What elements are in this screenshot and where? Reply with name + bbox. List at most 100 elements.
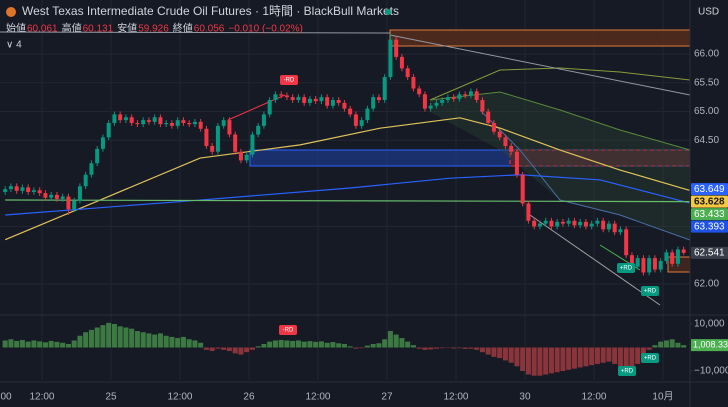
ohlc-value: 60.056 (194, 24, 225, 35)
candle-body (543, 220, 548, 224)
candle-body (31, 190, 36, 192)
histogram-bar (284, 340, 290, 348)
histogram-bar (399, 338, 405, 348)
candle-body (238, 151, 243, 161)
histogram-bar (393, 334, 399, 348)
histogram-bar (215, 347, 221, 349)
candle-body (405, 68, 410, 78)
indicator-tag-label: 1,008.33 (693, 340, 728, 350)
signal-badge (641, 353, 659, 363)
candle-body (537, 223, 542, 227)
histogram-bar (663, 340, 669, 348)
histogram-bar (25, 341, 31, 348)
candle-body (198, 121, 203, 129)
ohlc-label: 高値 (62, 22, 82, 35)
price-tag-label: 62.541 (694, 248, 725, 259)
histogram-bar (514, 347, 520, 367)
histogram-bar (117, 326, 123, 348)
histogram-bar (318, 341, 324, 348)
candle-body (261, 114, 266, 126)
y-tick-label: −10,000 (694, 366, 728, 377)
histogram-bar (180, 336, 186, 348)
candle-body (509, 146, 514, 152)
histogram-bar (479, 347, 485, 353)
signal-badge (280, 75, 298, 85)
histogram-bar (48, 340, 54, 348)
histogram-bar (531, 347, 537, 376)
histogram-bar (60, 342, 66, 348)
histogram-bar (675, 342, 681, 348)
histogram-bar (382, 339, 388, 348)
histogram-bar (571, 347, 577, 369)
indicator-line (5, 199, 690, 203)
candle-body (572, 220, 577, 226)
histogram-bar (106, 322, 112, 348)
histogram-bar (439, 347, 445, 349)
histogram-bar (341, 343, 347, 348)
candle-body (445, 97, 450, 101)
histogram-bar (77, 335, 83, 348)
candle-body (503, 137, 508, 147)
histogram-bar (410, 345, 416, 348)
histogram-bar (359, 347, 365, 349)
candle-body (290, 97, 295, 101)
candle-body (14, 186, 19, 191)
candle-body (388, 39, 393, 78)
candle-body (560, 221, 565, 224)
histogram-bar (508, 347, 514, 363)
candle-body (486, 111, 491, 124)
candle-body (313, 98, 318, 102)
histogram-bar (175, 338, 181, 348)
histogram-bar (267, 341, 273, 348)
candle-body (244, 154, 249, 161)
signal-badge (618, 366, 636, 376)
histogram-bar (583, 347, 589, 367)
x-tick-label: 12:00 (305, 392, 330, 403)
candle-body (491, 123, 496, 132)
candle-body (635, 258, 640, 267)
candle-body (675, 249, 680, 264)
candle-body (497, 131, 502, 138)
candle-body (267, 100, 272, 115)
candle-body (624, 229, 629, 256)
price-tag-label: 63.393 (694, 221, 725, 232)
y-tick-label: 10,000 (694, 319, 725, 330)
histogram-bar (640, 347, 646, 355)
trend-line (389, 34, 691, 96)
candle-body (112, 114, 117, 124)
candle-body (578, 221, 583, 226)
histogram-bar (577, 347, 583, 368)
chart-title: West Texas Intermediate Crude Oil Future… (22, 4, 399, 18)
histogram-bar (290, 340, 296, 348)
x-tick-label: 12:00 (581, 392, 606, 403)
histogram-bar (88, 329, 94, 348)
candle-body (307, 98, 312, 103)
y-tick-label: 64.50 (694, 135, 719, 146)
histogram-bar (203, 347, 209, 350)
candle-body (612, 223, 617, 233)
candle-body (376, 97, 381, 101)
indicator-tag (691, 339, 728, 352)
histogram-bar (313, 341, 319, 348)
candle-body (152, 117, 157, 122)
histogram-bar (669, 339, 675, 348)
indicator-toggle[interactable]: ∨ 4 (6, 40, 22, 51)
candle-body (210, 146, 215, 152)
ohlc-value: 60.061 (27, 24, 58, 35)
histogram-bar (157, 333, 163, 348)
histogram-bar (491, 347, 497, 357)
zone-box (509, 149, 691, 167)
candle-body (595, 220, 600, 224)
histogram-bar (232, 347, 238, 354)
candle-body (106, 123, 111, 138)
signal-badge (279, 325, 297, 335)
histogram-bar (307, 341, 313, 348)
candle-body (641, 258, 646, 273)
histogram-bar (19, 339, 25, 348)
candle-body (158, 117, 163, 125)
histogram-bar (2, 340, 8, 348)
candle-body (652, 258, 657, 270)
histogram-bar (272, 340, 278, 348)
ohlc-value: 60.131 (83, 24, 114, 35)
histogram-bar (301, 341, 307, 348)
